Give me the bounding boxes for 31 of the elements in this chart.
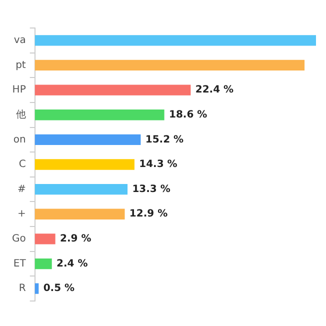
bar [34, 208, 125, 220]
y-tick-label: pt [16, 60, 26, 71]
bar [34, 60, 305, 71]
bar [34, 110, 164, 120]
y-tick-label: C [18, 159, 26, 170]
data-label: 2.9 % [60, 234, 92, 245]
bar [34, 184, 128, 195]
y-tick-label: Go [12, 234, 26, 245]
data-label: 14.3 % [139, 159, 178, 170]
bar [34, 258, 52, 270]
data-label: 12.9 % [129, 208, 168, 220]
data-label: 18.6 % [168, 109, 208, 120]
y-tick-label: va [14, 35, 26, 46]
bar [34, 283, 39, 294]
data-label: 0.5 % [43, 283, 75, 294]
y-tick-label: HP [12, 84, 26, 96]
y-tick-label: # [17, 184, 26, 195]
y-tick-label: ET [13, 258, 27, 270]
y-tick-label: R [18, 283, 26, 294]
bar [34, 159, 134, 170]
y-tick-label: 他 [16, 108, 26, 120]
data-label: 13.3 % [132, 184, 170, 195]
y-tick-label: + [17, 208, 26, 220]
bar [34, 134, 141, 146]
bar [34, 35, 316, 46]
bar [34, 84, 191, 96]
data-label: 22.4 % [195, 84, 234, 96]
y-tick-label: on [13, 134, 26, 146]
data-label: 15.2 % [145, 134, 184, 146]
bar [34, 234, 56, 244]
data-label: 2.4 % [56, 258, 88, 270]
